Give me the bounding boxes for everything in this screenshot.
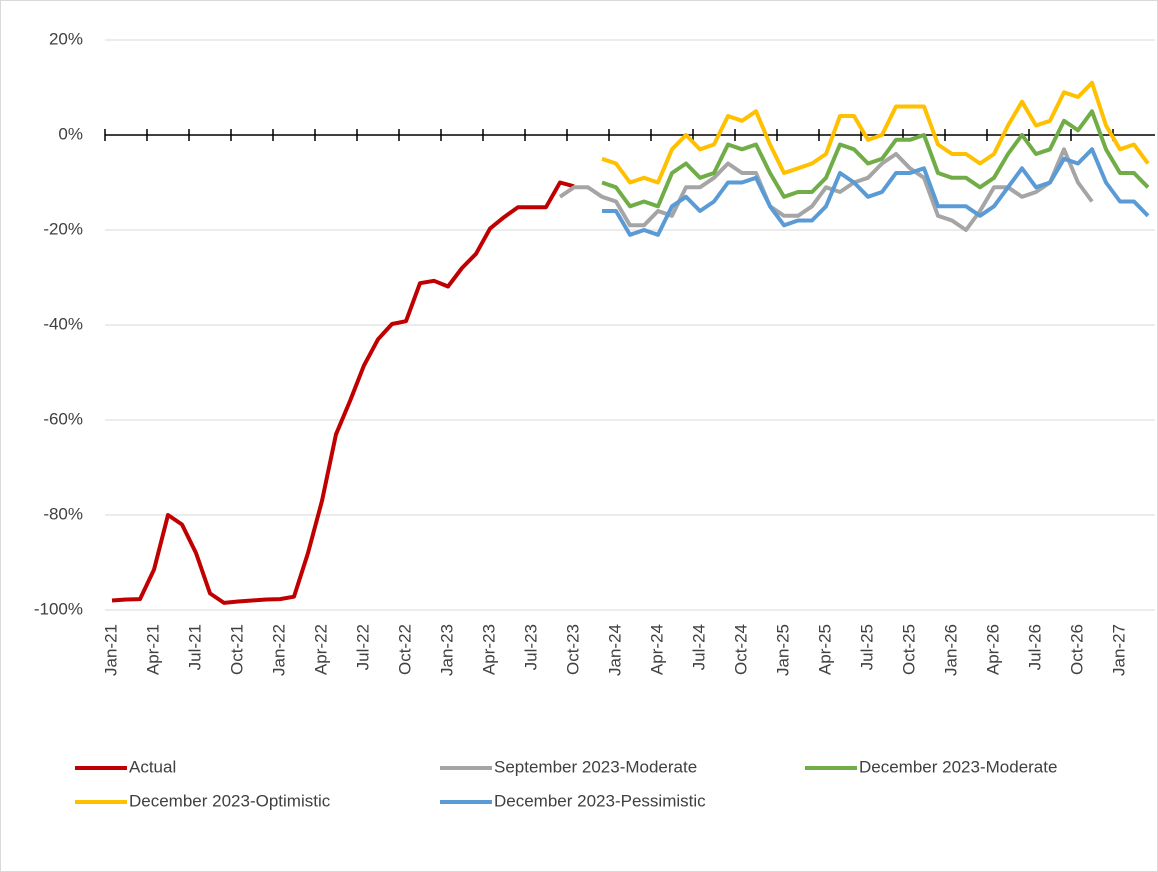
series-line xyxy=(111,180,575,605)
x-tick-label: Oct-21 xyxy=(227,624,246,675)
legend-label: December 2023-Moderate xyxy=(859,757,1057,776)
legend-label: Actual xyxy=(129,757,176,776)
x-tick-label: Oct-24 xyxy=(731,624,750,675)
y-tick-label: -20% xyxy=(43,219,83,238)
x-tick-label: Apr-26 xyxy=(983,624,1002,675)
x-tick-label: Apr-24 xyxy=(647,624,666,675)
x-tick-label: Apr-22 xyxy=(311,624,330,675)
y-tick-label: 20% xyxy=(49,29,83,48)
x-tick-label: Oct-25 xyxy=(899,624,918,675)
x-tick-label: Jan-25 xyxy=(773,624,792,676)
y-tick-label: 0% xyxy=(58,124,83,143)
x-tick-label: Jan-21 xyxy=(101,624,120,676)
legend-label: December 2023-Pessimistic xyxy=(494,791,706,810)
x-tick-label: Jul-24 xyxy=(689,624,708,670)
x-tick-label: Oct-26 xyxy=(1067,624,1086,675)
y-tick-label: -60% xyxy=(43,409,83,428)
x-tick-label: Apr-21 xyxy=(143,624,162,675)
series-line xyxy=(558,147,1094,232)
x-tick-label: Oct-23 xyxy=(563,624,582,675)
x-tick-label: Jan-27 xyxy=(1109,624,1128,676)
x-tick-label: Jul-22 xyxy=(353,624,372,670)
y-tick-label: -40% xyxy=(43,314,83,333)
x-tick-label: Jan-23 xyxy=(437,624,456,676)
x-tick-label: Jul-23 xyxy=(521,624,540,670)
x-tick-label: Jan-22 xyxy=(269,624,288,676)
x-tick-label: Jul-25 xyxy=(857,624,876,670)
x-tick-label: Oct-22 xyxy=(395,624,414,675)
legend-label: September 2023-Moderate xyxy=(494,757,697,776)
x-tick-label: Jan-26 xyxy=(941,624,960,676)
x-tick-label: Jan-24 xyxy=(605,624,624,676)
legend-label: December 2023-Optimistic xyxy=(129,791,331,810)
series-line xyxy=(601,80,1150,185)
series-line xyxy=(601,109,1150,209)
x-tick-label: Apr-25 xyxy=(815,624,834,675)
x-tick-label: Jul-26 xyxy=(1025,624,1044,670)
x-tick-label: Jul-21 xyxy=(185,624,204,670)
y-tick-label: -100% xyxy=(34,599,83,618)
x-tick-label: Apr-23 xyxy=(479,624,498,675)
y-tick-label: -80% xyxy=(43,504,83,523)
series-line xyxy=(602,147,1150,237)
